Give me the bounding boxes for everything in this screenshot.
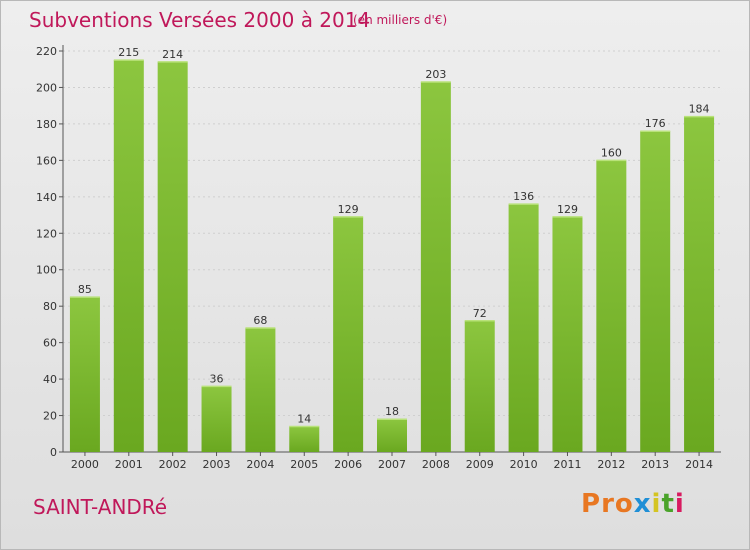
logo-letter: o bbox=[614, 489, 634, 519]
bar bbox=[420, 81, 451, 453]
bar bbox=[640, 131, 671, 452]
x-tick-label: 2006 bbox=[334, 458, 362, 471]
y-tick-label: 140 bbox=[36, 191, 57, 204]
chart-subtitle: (en milliers d'€) bbox=[353, 13, 448, 27]
y-tick-label: 0 bbox=[50, 446, 57, 459]
x-tick-label: 2005 bbox=[290, 458, 318, 471]
x-tick-label: 2004 bbox=[246, 458, 274, 471]
bar bbox=[552, 216, 583, 452]
y-tick-label: 80 bbox=[43, 300, 57, 313]
data-label: 215 bbox=[118, 46, 139, 59]
y-tick-label: 220 bbox=[36, 45, 57, 58]
y-tick-label: 160 bbox=[36, 154, 57, 167]
bar bbox=[377, 419, 407, 452]
y-tick-label: 100 bbox=[36, 264, 57, 277]
chart-title: Subventions Versées 2000 à 2014 bbox=[29, 8, 371, 32]
x-tick-label: 2009 bbox=[466, 458, 494, 471]
data-label: 18 bbox=[385, 405, 399, 418]
data-label: 214 bbox=[162, 48, 183, 61]
logo-letter: i bbox=[651, 489, 662, 519]
logo-letter: i bbox=[674, 489, 685, 519]
data-label: 160 bbox=[601, 146, 622, 159]
y-tick-label: 20 bbox=[43, 410, 57, 423]
x-tick-label: 2000 bbox=[71, 458, 99, 471]
data-label: 14 bbox=[297, 412, 311, 425]
y-tick-label: 60 bbox=[43, 337, 57, 350]
y-tick-label: 180 bbox=[36, 118, 57, 131]
logo-letter: r bbox=[601, 489, 615, 519]
data-label: 72 bbox=[473, 307, 487, 320]
data-label: 129 bbox=[338, 203, 359, 216]
bar bbox=[464, 320, 495, 452]
bar bbox=[245, 328, 276, 452]
data-label: 36 bbox=[210, 372, 224, 385]
data-label: 85 bbox=[78, 283, 92, 296]
x-tick-label: 2010 bbox=[510, 458, 538, 471]
bar bbox=[113, 60, 144, 452]
bar bbox=[157, 61, 188, 452]
data-label: 203 bbox=[425, 68, 446, 81]
bar bbox=[596, 160, 627, 452]
data-label: 176 bbox=[645, 117, 666, 130]
data-label: 184 bbox=[689, 103, 710, 116]
x-tick-label: 2013 bbox=[641, 458, 669, 471]
proxiti-logo[interactable]: Proxiti bbox=[581, 489, 685, 519]
bar bbox=[289, 426, 320, 452]
bar bbox=[69, 297, 100, 452]
logo-letter: P bbox=[581, 489, 602, 519]
y-tick-label: 120 bbox=[36, 227, 57, 240]
x-tick-label: 2011 bbox=[553, 458, 581, 471]
data-label: 129 bbox=[557, 203, 578, 216]
place-name: SAINT-ANDRé bbox=[33, 495, 168, 519]
y-tick-label: 40 bbox=[43, 373, 57, 386]
x-tick-label: 2007 bbox=[378, 458, 406, 471]
y-tick-label: 200 bbox=[36, 81, 57, 94]
data-label: 136 bbox=[513, 190, 534, 203]
x-tick-label: 2008 bbox=[422, 458, 450, 471]
bar bbox=[333, 216, 364, 452]
x-tick-label: 2002 bbox=[159, 458, 187, 471]
data-label: 68 bbox=[253, 314, 267, 327]
logo-letter: x bbox=[633, 489, 652, 519]
bar bbox=[684, 116, 715, 453]
bar bbox=[508, 204, 539, 452]
bar bbox=[201, 386, 232, 452]
logo-letter: t bbox=[661, 489, 675, 519]
x-tick-label: 2001 bbox=[115, 458, 143, 471]
x-tick-label: 2012 bbox=[597, 458, 625, 471]
x-tick-label: 2003 bbox=[203, 458, 231, 471]
x-tick-label: 2014 bbox=[685, 458, 713, 471]
